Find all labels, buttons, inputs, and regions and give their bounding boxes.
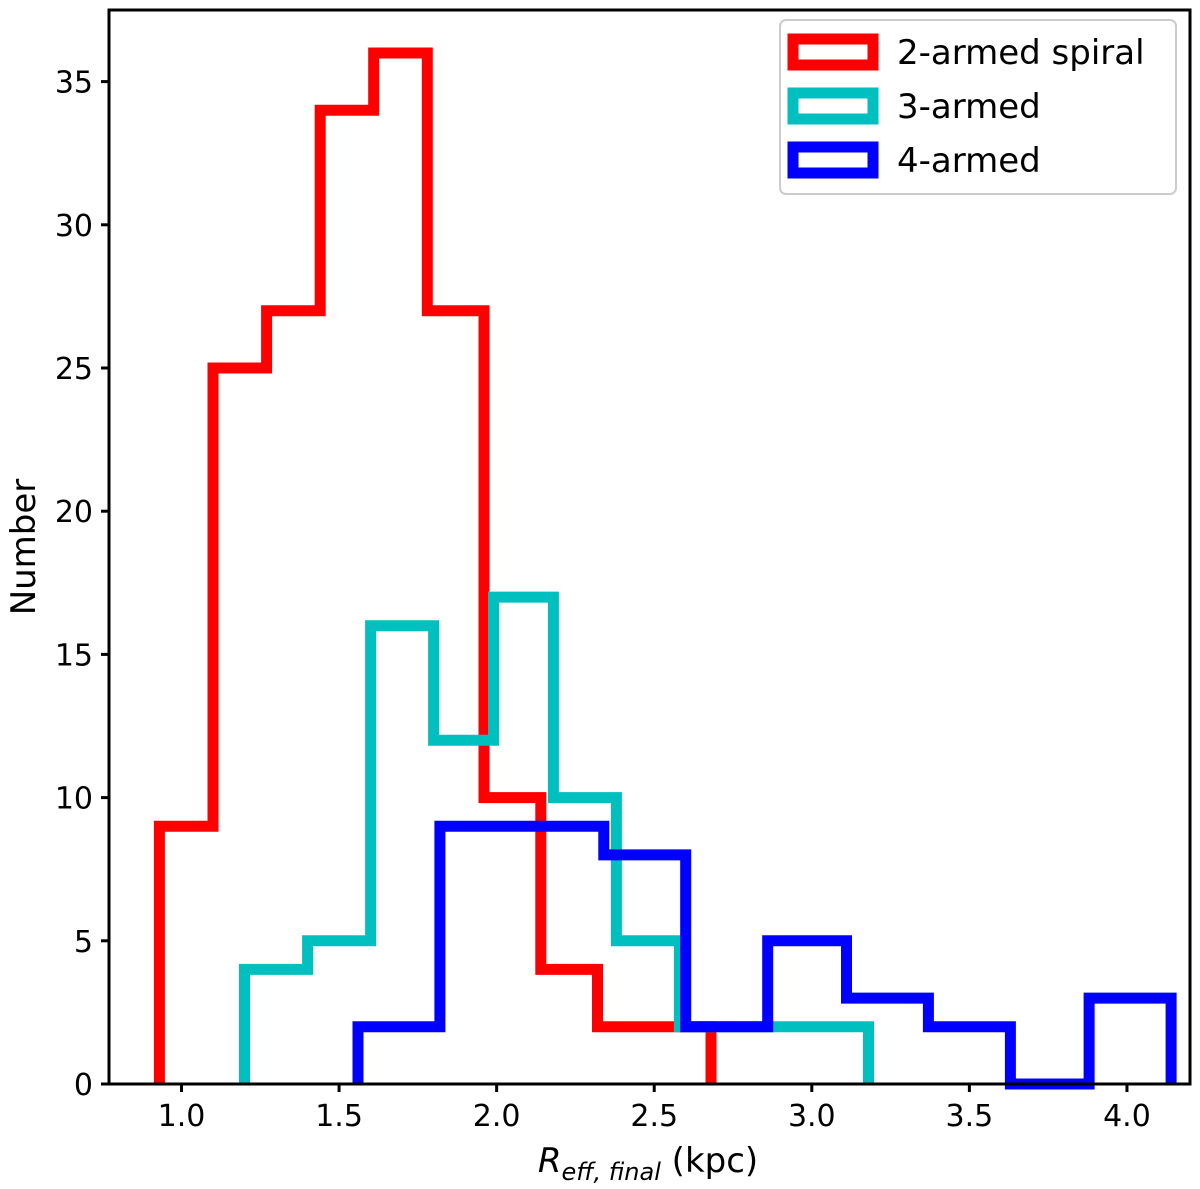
x-axis: 1.0 1.5 2.0 2.5 3.0 3.5 4.0	[158, 1084, 1151, 1134]
legend-swatch	[787, 87, 879, 125]
y-tick-label: 15	[55, 638, 93, 673]
y-tick-label: 5	[74, 925, 93, 960]
y-tick-label: 0	[74, 1068, 93, 1103]
x-axis-label: Reff, final (kpc)	[538, 1141, 758, 1184]
x-axis-label-unit: (kpc)	[661, 1141, 758, 1181]
legend-swatch	[787, 141, 879, 179]
x-tick-label: 3.0	[788, 1099, 836, 1134]
histogram-series-3-armed	[239, 591, 874, 1084]
x-tick-label: 2.0	[473, 1099, 521, 1134]
y-tick-label: 30	[55, 209, 93, 244]
x-tick-label: 1.5	[315, 1099, 363, 1134]
y-tick-label: 10	[55, 782, 93, 817]
y-tick-label: 20	[55, 495, 93, 530]
series-layer	[153, 47, 1177, 1090]
x-tick-label: 2.5	[630, 1099, 678, 1134]
legend-label: 2-armed spiral	[897, 33, 1145, 73]
x-axis-label-main: R	[538, 1141, 562, 1181]
x-tick-label: 1.0	[158, 1099, 206, 1134]
histogram-series-4-armed	[352, 820, 1177, 1090]
y-axis: 0 5 10 15 20 25 30 35	[55, 66, 109, 1103]
histogram-series-2-armed	[153, 47, 717, 1084]
y-tick-label: 35	[55, 66, 93, 101]
x-axis-label-subscript: eff, final	[561, 1158, 661, 1184]
x-tick-label: 3.5	[946, 1099, 994, 1134]
legend: 2-armed spiral 3-armed 4-armed	[779, 19, 1177, 195]
y-axis-label: Number	[4, 479, 44, 616]
legend-label: 4-armed	[897, 141, 1041, 181]
plot-frame	[107, 8, 1192, 1086]
legend-swatch	[787, 33, 879, 71]
legend-frame	[779, 19, 1177, 195]
legend-label: 3-armed	[897, 87, 1041, 127]
x-tick-label: 4.0	[1103, 1099, 1151, 1134]
legend-items: 2-armed spiral 3-armed 4-armed	[787, 33, 1145, 181]
y-tick-label: 25	[55, 352, 93, 387]
